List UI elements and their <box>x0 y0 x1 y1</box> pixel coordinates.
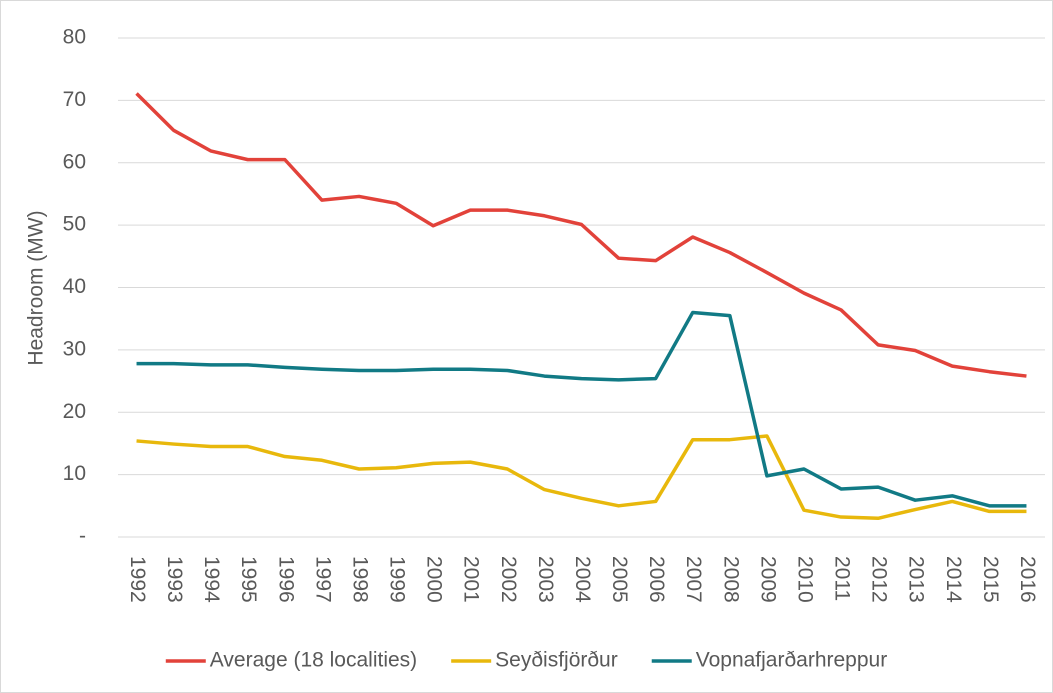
legend-item: Seyðisfjörður <box>451 649 618 672</box>
x-tick-label: 2015 <box>979 556 1002 603</box>
x-tick-label: 1997 <box>311 556 334 603</box>
y-tick-label: 20 <box>63 400 86 423</box>
x-tick-label: 2009 <box>756 556 779 603</box>
x-tick-label: 2003 <box>534 556 557 603</box>
x-tick-label: 1999 <box>386 556 409 603</box>
legend-label: Seyðisfjörður <box>495 649 618 672</box>
y-tick-label: - <box>79 525 86 548</box>
x-tick-label: 1995 <box>237 556 260 603</box>
x-tick-label: 2002 <box>497 556 520 603</box>
legend-label: Average (18 localities) <box>210 649 417 672</box>
y-tick-label: 30 <box>63 337 86 360</box>
x-tick-label: 1992 <box>126 556 149 603</box>
series-line <box>136 434 1027 521</box>
y-tick-label: 60 <box>63 150 86 173</box>
x-tick-label: 2006 <box>645 556 668 603</box>
x-tick-label: 2016 <box>1016 556 1039 603</box>
y-tick-label: 70 <box>63 88 86 111</box>
legend-item: Vopnafjarðarhreppur <box>651 649 887 672</box>
series-line <box>136 310 1027 508</box>
x-tick-label: 1996 <box>274 556 297 603</box>
x-tick-label: 1998 <box>348 556 371 603</box>
x-tick-label: 2010 <box>793 556 816 603</box>
x-tick-label: 2012 <box>868 556 891 603</box>
x-tick-label: 2007 <box>682 556 705 603</box>
x-tick-label: 2001 <box>460 556 483 603</box>
x-tick-label: 2013 <box>905 556 928 603</box>
y-tick-label: 80 <box>63 26 86 49</box>
x-tick-label: 2005 <box>608 556 631 603</box>
x-tick-label: 2004 <box>571 556 594 603</box>
legend-item: Average (18 localities) <box>165 649 417 672</box>
series-line <box>135 92 1027 378</box>
x-tick-label: 2008 <box>719 556 742 603</box>
x-tick-label: 1993 <box>163 556 186 603</box>
x-tick-label: 1994 <box>200 556 223 603</box>
y-tick-label: 40 <box>63 275 86 298</box>
y-tick-label: 10 <box>63 462 86 485</box>
y-axis-title: Headroom (MW) <box>25 210 48 365</box>
x-tick-label: 2000 <box>423 556 446 603</box>
y-tick-label: 50 <box>63 213 86 236</box>
x-tick-label: 2014 <box>942 556 965 603</box>
x-tick-label: 2011 <box>831 556 854 601</box>
legend-label: Vopnafjarðarhreppur <box>696 649 887 672</box>
